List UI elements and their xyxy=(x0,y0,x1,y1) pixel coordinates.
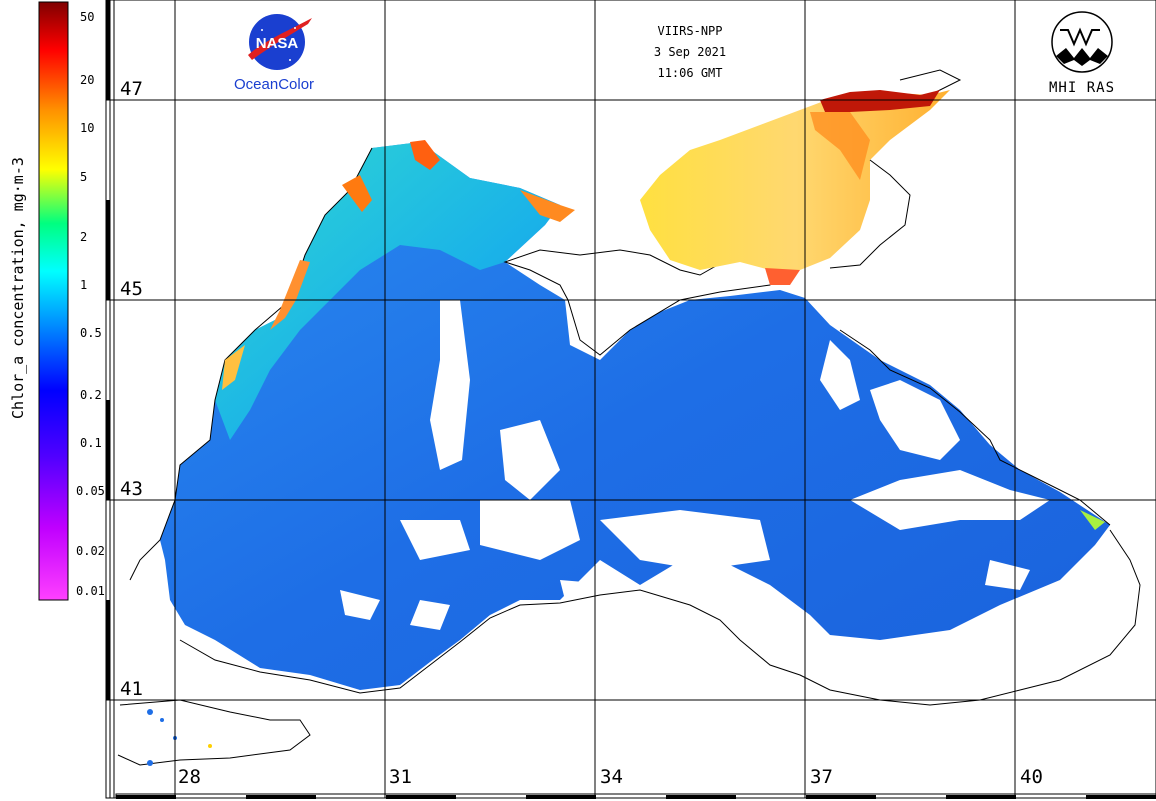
colorbar-tick-0-5: 0.5 xyxy=(80,326,102,340)
colorbar-tick-1: 1 xyxy=(80,278,88,292)
lon-label-37: 37 xyxy=(810,766,833,788)
nasa-oceancolor-caption: OceanColor xyxy=(234,76,315,93)
sensor-label: VIIRS-NPP xyxy=(657,24,723,38)
colorbar-tick-2: 2 xyxy=(80,230,88,244)
azov-coastline xyxy=(829,69,962,269)
colorbar xyxy=(38,1,69,601)
frame-scale-bottom xyxy=(115,793,1156,799)
coastline-south xyxy=(179,529,1141,706)
colorbar-tick-0-05: 0.05 xyxy=(76,484,105,498)
colorbar-title: Chlor_a concentration, mg·m-3 xyxy=(9,157,27,419)
frame-scale-left xyxy=(106,0,115,799)
lon-label-31: 31 xyxy=(389,766,412,788)
lon-label-34: 34 xyxy=(600,766,623,788)
lon-label-28: 28 xyxy=(178,766,201,788)
colorbar-tick-50: 50 xyxy=(80,10,95,24)
northwest-shelf-water xyxy=(215,142,560,440)
sea-of-marmara xyxy=(117,699,311,766)
date-label: 3 Sep 2021 xyxy=(653,45,727,59)
graticule xyxy=(106,0,1156,798)
cloud-gaps xyxy=(340,300,1050,630)
lon-label-40: 40 xyxy=(1020,766,1043,788)
colorbar-tick-5: 5 xyxy=(80,170,88,184)
time-label: 11:06 GMT xyxy=(657,66,723,80)
coastline-west xyxy=(129,147,373,581)
lat-label-45: 45 xyxy=(120,278,143,300)
coastline-east xyxy=(839,329,1111,526)
colorbar-tick-10: 10 xyxy=(80,121,95,135)
colorbar-tick-0-01: 0.01 xyxy=(76,584,105,598)
nasa-logo: NASA xyxy=(248,14,312,70)
azov-east-orange xyxy=(810,112,870,180)
azov-northeast-bloom xyxy=(820,90,940,112)
lat-label-47: 47 xyxy=(120,78,143,100)
colorbar-tick-20: 20 xyxy=(80,73,95,87)
nasa-badge-text: NASA xyxy=(256,35,299,52)
mhi-ras-caption: MHI RAS xyxy=(1049,80,1116,96)
mhi-ras-logo xyxy=(1051,11,1113,73)
sea-of-azov-water xyxy=(640,90,950,270)
lat-label-41: 41 xyxy=(120,678,143,700)
lat-label-43: 43 xyxy=(120,478,143,500)
colorbar-tick-0-02: 0.02 xyxy=(76,544,105,558)
black-sea-water xyxy=(160,142,1110,690)
colorbar-tick-0-2: 0.2 xyxy=(80,388,102,402)
coastal-blooms xyxy=(222,140,1105,530)
colorbar-tick-0-1: 0.1 xyxy=(80,436,102,450)
